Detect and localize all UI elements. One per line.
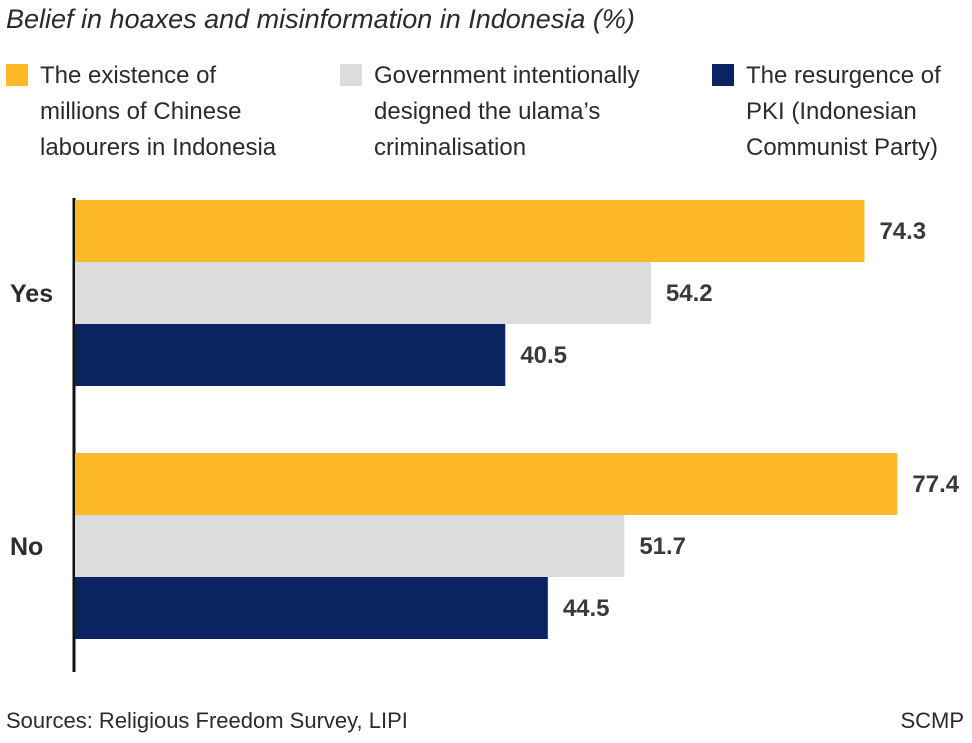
bar-no-pki-resurgence [75,577,548,639]
bar-chart: Yes 74.3 54.2 40.5 No 77.4 51.7 44.5 [10,198,960,672]
value-label-no-chinese-labourers: 77.4 [912,471,959,498]
source-note: Sources: Religious Freedom Survey, LIPI [6,708,408,733]
legend-swatch-ulama-criminalisation [340,64,362,86]
value-label-yes-pki-resurgence: 40.5 [520,342,567,369]
chart-legend: The existence of millions of Chinese lab… [0,58,972,170]
category-label-no: No [10,533,43,561]
legend-swatch-chinese-labourers [6,64,28,86]
legend-label-ulama-criminalisation: Government intentionally designed the ul… [374,62,640,161]
category-label-yes: Yes [10,280,53,308]
bar-no-ulama-criminalisation [75,515,625,577]
bar-yes-chinese-labourers [75,200,865,262]
legend-item-pki-resurgence: The resurgence of PKI (Indonesian Commun… [712,58,941,166]
bar-no-chinese-labourers [75,453,898,515]
legend-item-ulama-criminalisation: Government intentionally designed the ul… [340,58,639,166]
bar-yes-pki-resurgence [75,324,506,386]
legend-swatch-pki-resurgence [712,64,734,86]
value-label-no-ulama-criminalisation: 51.7 [639,533,686,560]
brand-label: SCMP [900,708,964,733]
value-label-yes-chinese-labourers: 74.3 [879,218,926,245]
legend-label-pki-resurgence: The resurgence of PKI (Indonesian Commun… [746,62,941,161]
chart-title: Belief in hoaxes and misinformation in I… [6,4,635,34]
legend-label-chinese-labourers: The existence of millions of Chinese lab… [40,62,277,161]
legend-item-chinese-labourers: The existence of millions of Chinese lab… [6,58,276,166]
value-label-yes-ulama-criminalisation: 54.2 [666,280,713,307]
bar-yes-ulama-criminalisation [75,262,651,324]
value-label-no-pki-resurgence: 44.5 [563,595,610,622]
